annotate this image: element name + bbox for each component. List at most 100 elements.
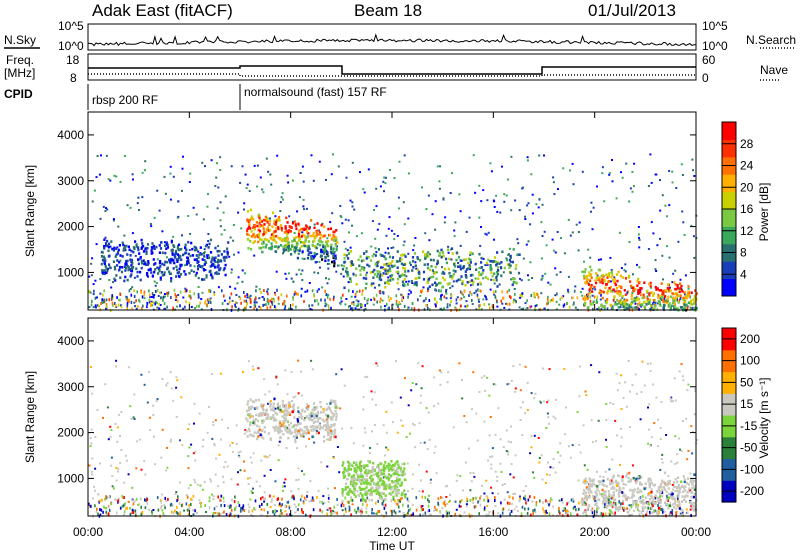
heatmap-cell [153, 294, 156, 296]
heatmap-cell [682, 296, 685, 300]
heatmap-cell [479, 496, 481, 500]
heatmap-cell [634, 302, 637, 305]
heatmap-cell [544, 272, 547, 275]
heatmap-cell [574, 306, 577, 309]
heatmap-cell [612, 288, 615, 292]
heatmap-cell [273, 397, 276, 401]
heatmap-cell [654, 496, 657, 500]
heatmap-cell [494, 496, 496, 499]
heatmap-cell [397, 270, 400, 274]
heatmap-cell [163, 175, 166, 178]
heatmap-cell [384, 269, 387, 272]
heatmap-cell [383, 469, 386, 472]
heatmap-cell [586, 296, 589, 300]
heatmap-cell [567, 510, 570, 513]
heatmap-cell [101, 250, 104, 254]
heatmap-cell [290, 245, 294, 248]
heatmap-cell [88, 502, 90, 506]
heatmap-cell [253, 240, 256, 243]
heatmap-cell [310, 425, 313, 429]
heatmap-cell [209, 273, 213, 277]
noise-right-tick-bottom: 10^0 [702, 39, 728, 53]
heatmap-cell [213, 442, 216, 445]
heatmap-cell [638, 307, 640, 311]
heatmap-cell [676, 461, 679, 464]
heatmap-cell [351, 301, 353, 305]
heatmap-cell [374, 237, 377, 240]
heatmap-cell [677, 240, 680, 243]
heatmap-cell [129, 288, 132, 290]
heatmap-cell [348, 305, 350, 309]
heatmap-cell [666, 298, 669, 301]
heatmap-cell [335, 270, 338, 273]
heatmap-cell [655, 288, 658, 291]
heatmap-cell [189, 294, 192, 298]
heatmap-cell [661, 194, 664, 197]
heatmap-cell [256, 419, 259, 423]
heatmap-cell [361, 502, 364, 506]
heatmap-cell [261, 242, 264, 245]
heatmap-cell [518, 500, 521, 503]
colorbar-tick-label: 8 [740, 246, 747, 260]
heatmap-cell [380, 297, 382, 301]
heatmap-cell [380, 514, 383, 517]
heatmap-cell [322, 495, 325, 498]
heatmap-cell [496, 270, 499, 274]
heatmap-cell [141, 306, 143, 310]
heatmap-cell [648, 301, 651, 305]
heatmap-cell [121, 255, 124, 258]
heatmap-cell [447, 245, 450, 248]
heatmap-cell [546, 500, 549, 504]
heatmap-cell [400, 419, 403, 422]
heatmap-cell [334, 418, 338, 421]
heatmap-cell [124, 275, 127, 279]
heatmap-cell [137, 196, 140, 199]
heatmap-cell [311, 408, 314, 412]
heatmap-cell [513, 508, 516, 511]
heatmap-cell [598, 291, 601, 295]
heatmap-cell [628, 504, 631, 507]
heatmap-cell [595, 281, 598, 285]
heatmap-cell [140, 246, 143, 250]
heatmap-cell [163, 308, 166, 311]
heatmap-cell [456, 474, 459, 477]
heatmap-cell [571, 231, 574, 234]
heatmap-cell [182, 296, 185, 299]
heatmap-cell [305, 425, 308, 429]
heatmap-cell [685, 303, 688, 307]
heatmap-cell [425, 208, 428, 211]
heatmap-cell [365, 257, 368, 260]
heatmap-cell [501, 165, 503, 168]
nave-trace [88, 73, 696, 77]
heatmap-cell [326, 438, 329, 441]
heatmap-cell [274, 480, 277, 483]
heatmap-cell [623, 269, 626, 271]
heatmap-cell [671, 170, 674, 173]
heatmap-cell [181, 167, 184, 170]
heatmap-cell [280, 509, 282, 513]
heatmap-cell [249, 456, 252, 459]
heatmap-cell [521, 294, 523, 298]
heatmap-cell [322, 244, 325, 247]
heatmap-cell [293, 423, 296, 427]
heatmap-cell [309, 415, 312, 418]
heatmap-cell [245, 299, 248, 303]
heatmap-cell [215, 505, 218, 508]
y-tick-label: 3000 [57, 174, 84, 188]
heatmap-cell [140, 373, 143, 376]
heatmap-cell [478, 184, 481, 187]
heatmap-cell [637, 290, 640, 294]
heatmap-cell [334, 244, 338, 247]
heatmap-cell [370, 245, 373, 248]
heatmap-cell [341, 427, 344, 430]
heatmap-cell [284, 236, 287, 240]
heatmap-cell [275, 234, 278, 238]
heatmap-cell [289, 230, 292, 233]
heatmap-cell [680, 163, 683, 166]
heatmap-cell [400, 493, 403, 497]
heatmap-cell [489, 306, 491, 310]
heatmap-cell [247, 503, 250, 506]
heatmap-cell [387, 467, 390, 470]
heatmap-cell [387, 227, 390, 230]
heatmap-cell [248, 413, 252, 416]
